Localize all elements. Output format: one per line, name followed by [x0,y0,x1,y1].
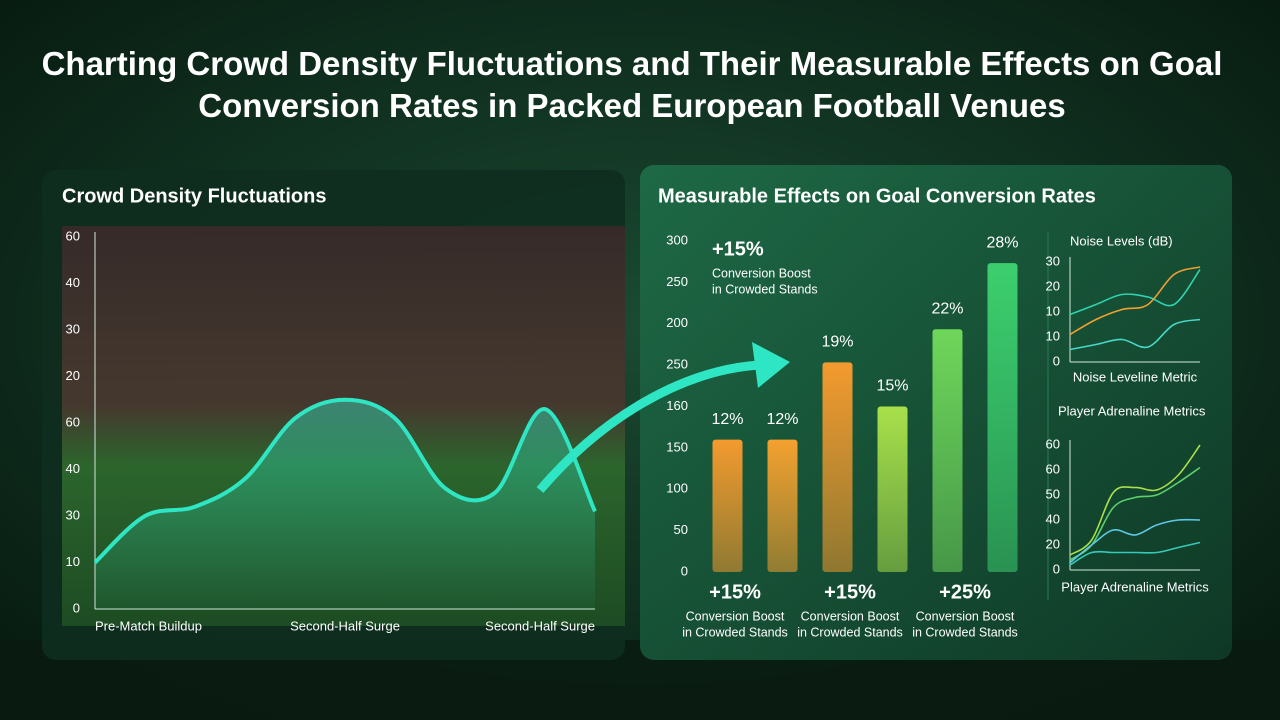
y-axis-label: 100 [666,481,688,496]
bar-value-label: 19% [821,334,853,351]
line-series [1069,266,1201,336]
bar [932,329,963,572]
y-axis-label: 60 [66,414,80,429]
annotation-text: Conversion Boost [712,266,811,280]
y-axis-label: 0 [1053,561,1060,576]
annotation-text: Conversion Boost [916,609,1015,623]
annotation-value: +25% [939,581,991,603]
bar-value-label: 12% [766,411,798,428]
bar-value-label: 12% [711,411,743,428]
annotation-text: in Crowded Stands [797,625,903,639]
y-axis-label: 10 [1046,328,1060,343]
annotation-text: Conversion Boost [801,609,900,623]
y-axis-label: 20 [1046,278,1060,293]
arrow-head [752,342,790,388]
bar-value-label: 15% [876,378,908,395]
x-tick-label: Pre-Match Buildup [95,618,202,633]
y-axis-label: 30 [66,321,80,336]
y-axis-label: 30 [1046,253,1060,268]
y-axis-label: 10 [1046,303,1060,318]
y-axis-label: 250 [666,357,688,372]
y-axis-label: 20 [1046,536,1060,551]
y-axis-label: 30 [66,507,80,522]
y-axis-label: 300 [666,232,688,247]
annotation-value: +15% [709,581,761,603]
chart-title: Player Adrenaline Metrics [1058,403,1206,418]
y-axis-label: 40 [1046,511,1060,526]
y-axis-label: 200 [666,315,688,330]
y-axis-label: 60 [1046,461,1060,476]
bar-value-label: 28% [986,234,1018,251]
annotation-value: +15% [824,581,876,603]
annotation-text: in Crowded Stands [912,625,1018,639]
bar [712,439,743,572]
annotation-text: in Crowded Stands [682,625,788,639]
line-series [1069,444,1201,556]
bar-value-label: 22% [931,300,963,317]
chart-title: Measurable Effects on Goal Conversion Ra… [658,185,1096,207]
y-axis-label: 10 [66,554,80,569]
annotation-text: Conversion Boost [686,609,785,623]
y-axis-label: 20 [66,368,80,383]
bar [877,406,908,572]
page-title-1: Charting Crowd Density Fluctuations and … [42,45,1223,124]
x-tick-label: Second-Half Surge [290,618,400,633]
y-axis-label: 250 [666,274,688,289]
y-axis-label: 0 [681,563,688,578]
y-axis-label: 50 [674,522,688,537]
y-axis-label: 160 [666,398,688,413]
bar [767,439,798,572]
y-axis-label: 60 [66,228,80,243]
bar [987,263,1018,572]
x-tick-label: Second-Half Surge [485,618,595,633]
chart-title: Crowd Density Fluctuations [62,185,326,207]
line-series [93,397,597,564]
chart-title: Noise Levels (dB) [1070,233,1173,248]
line-series [1069,269,1201,316]
y-axis-label: 40 [66,275,80,290]
x-axis-title: Noise Leveline Metric [1073,369,1198,384]
y-axis-label: 50 [1046,486,1060,501]
bar [822,362,853,572]
line-series [1069,541,1201,566]
y-axis-label: 0 [1053,353,1060,368]
line-series [1069,318,1201,351]
line-series [1069,518,1201,564]
y-axis-label: 0 [73,600,80,615]
x-axis-title: Player Adrenaline Metrics [1061,579,1209,594]
annotation-value: +15% [712,238,764,260]
annotation-text: in Crowded Stands [712,282,818,296]
line-area [95,399,595,609]
y-axis-label: 150 [666,439,688,454]
y-axis-label: 60 [1046,436,1060,451]
y-axis-label: 40 [66,461,80,476]
